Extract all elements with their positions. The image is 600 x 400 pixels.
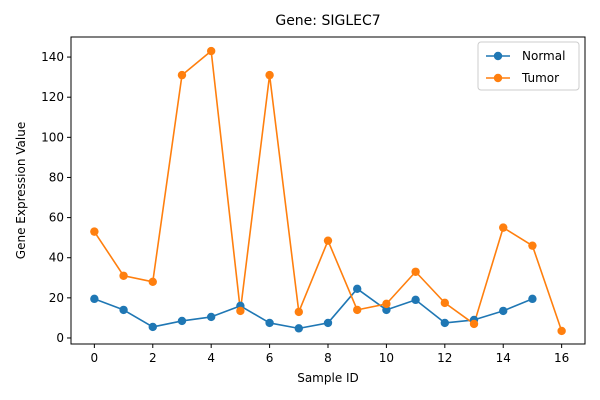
tumor-data-point	[90, 227, 99, 236]
normal-data-point	[411, 295, 420, 305]
series-lines	[93, 50, 563, 332]
normal-data-point	[323, 318, 333, 328]
normal-data-point	[265, 318, 274, 328]
x-tick-label: 4	[207, 351, 215, 365]
x-tick-label: 16	[554, 351, 569, 365]
normal-data-point	[206, 312, 216, 322]
tumor-data-point	[440, 298, 450, 308]
tumor-data-point	[177, 70, 187, 80]
y-tick-label: 20	[49, 291, 64, 305]
x-axis-label: Sample ID	[297, 371, 359, 385]
legend: Normal Tumor	[477, 41, 580, 91]
x-tick-label: 0	[91, 351, 99, 365]
normal-data-point	[119, 305, 128, 315]
x-tick-label: 6	[266, 351, 274, 365]
tumor-data-point	[206, 46, 216, 56]
tumor-data-point	[353, 305, 362, 315]
normal-data-point	[499, 306, 508, 316]
y-tick-label: 100	[41, 130, 64, 144]
normal-data-point	[440, 318, 450, 328]
tumor-series-line	[93, 50, 563, 332]
tumor-data-point	[148, 277, 157, 286]
y-tick-label: 0	[56, 331, 64, 345]
axes-frame	[70, 36, 586, 345]
legend-normal-label: Normal	[522, 49, 565, 63]
legend-normal-marker	[493, 51, 503, 61]
x-axis-ticks: 0 2 4 6 8 10 12 14 16	[91, 344, 569, 365]
x-tick-label: 12	[437, 351, 452, 365]
tumor-data-point	[236, 306, 245, 316]
normal-data-point	[528, 294, 537, 304]
tumor-data-point	[557, 326, 566, 336]
tumor-data-point	[469, 319, 479, 329]
normal-data-point	[382, 305, 391, 315]
x-tick-label: 10	[379, 351, 394, 365]
chart-title: Gene: SIGLEC7	[275, 13, 380, 29]
normal-data-point	[90, 294, 99, 304]
normal-data-point	[177, 316, 187, 326]
tumor-data-point	[265, 70, 274, 80]
normal-data-point	[148, 322, 157, 332]
legend-tumor-label: Tumor	[521, 71, 559, 85]
x-tick-label: 8	[324, 351, 332, 365]
y-tick-label: 140	[41, 50, 64, 64]
x-tick-label: 14	[496, 351, 511, 365]
tumor-data-point	[323, 236, 333, 245]
tumor-data-point	[294, 307, 303, 317]
normal-data-point	[294, 324, 303, 333]
y-tick-label: 120	[41, 90, 64, 104]
y-tick-label: 40	[49, 251, 64, 265]
x-tick-label: 2	[149, 351, 157, 365]
tumor-data-point	[382, 299, 391, 309]
tumor-data-point	[119, 271, 128, 280]
y-axis-label: Gene Expression Value	[14, 122, 28, 259]
tumor-data-point	[411, 267, 420, 276]
normal-data-point	[353, 284, 362, 294]
y-tick-label: 60	[49, 211, 64, 225]
y-axis-ticks: 0 20 40 60 80 100 120 140	[41, 50, 71, 345]
normal-series-line	[94, 288, 533, 330]
y-tick-label: 80	[49, 170, 64, 184]
series-points	[90, 46, 566, 336]
legend-tumor-marker	[493, 73, 503, 83]
tumor-data-point	[528, 241, 537, 250]
tumor-data-point	[499, 223, 508, 232]
